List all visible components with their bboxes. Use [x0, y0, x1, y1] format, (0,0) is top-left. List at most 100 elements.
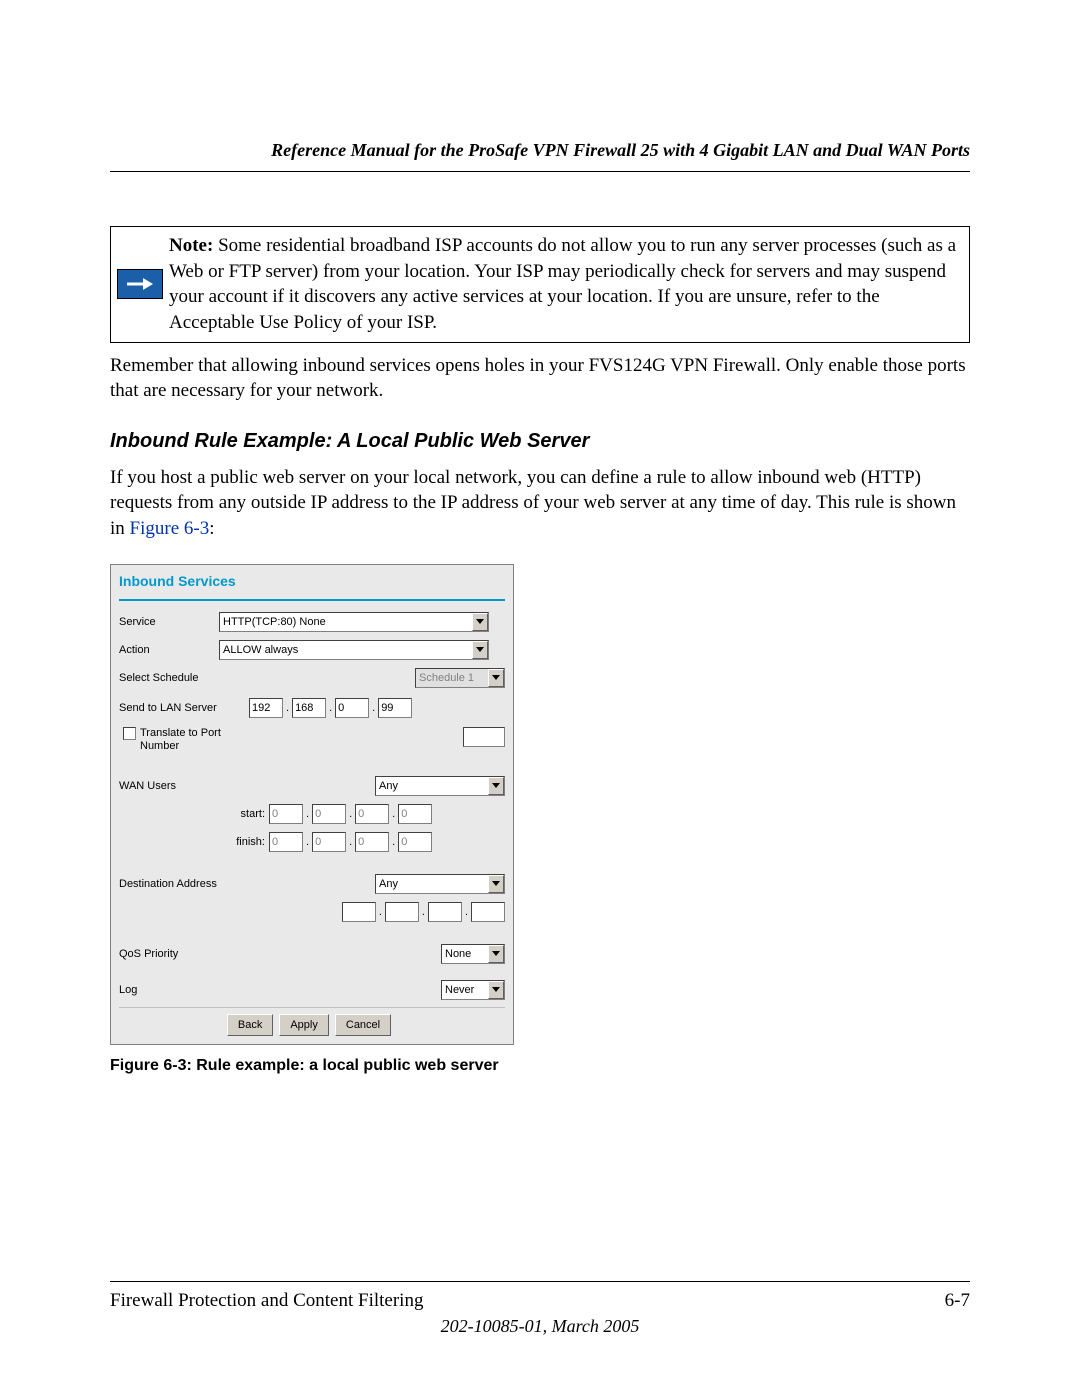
row-finish-ip: finish: 0 . 0 . 0 . 0 — [119, 831, 505, 853]
row-dest-ip: . . . — [119, 901, 505, 923]
control-wan-users: Any — [219, 776, 505, 796]
row-wan-users: WAN Users Any — [119, 775, 505, 797]
control-dest-ip: . . . — [249, 902, 505, 922]
dropdown-arrow-icon — [472, 613, 488, 631]
section-heading: Inbound Rule Example: A Local Public Web… — [110, 430, 970, 453]
schedule-select-value: Schedule 1 — [419, 672, 488, 684]
lan-ip-group: 192 . 168 . 0 . 99 — [249, 698, 412, 718]
control-dest-addr: Any — [249, 874, 505, 894]
spacer — [119, 929, 505, 943]
service-select-value: HTTP(TCP:80) None — [223, 616, 472, 628]
page-footer: Firewall Protection and Content Filterin… — [110, 1281, 970, 1337]
label-schedule: Select Schedule — [119, 672, 219, 684]
dest-ip-4[interactable] — [471, 902, 505, 922]
paragraph-remember: Remember that allowing inbound services … — [110, 353, 970, 404]
figure-caption-lead: Figure 6-3: Rule example: — [110, 1057, 309, 1074]
control-port — [230, 727, 505, 747]
row-qos: QoS Priority None — [119, 943, 505, 965]
row-dest-addr: Destination Address Any — [119, 873, 505, 895]
start-ip-group: 0 . 0 . 0 . 0 — [269, 804, 432, 824]
ip-dot: . — [283, 702, 292, 714]
lan-ip-octet-3[interactable]: 0 — [335, 698, 369, 718]
ip-dot: . — [326, 702, 335, 714]
log-value: Never — [445, 984, 488, 996]
note-icon-cell — [111, 227, 169, 342]
translate-checkbox[interactable] — [123, 727, 136, 740]
dest-addr-value: Any — [379, 878, 488, 890]
qos-select[interactable]: None — [441, 944, 505, 964]
dropdown-arrow-icon — [488, 945, 504, 963]
label-action: Action — [119, 644, 219, 656]
ip-dot: . — [346, 836, 355, 848]
finish-ip-4[interactable]: 0 — [398, 832, 432, 852]
dest-ip-3[interactable] — [428, 902, 462, 922]
ip-dot: . — [303, 836, 312, 848]
row-service: Service HTTP(TCP:80) None — [119, 611, 505, 633]
row-schedule: Select Schedule Schedule 1 — [119, 667, 505, 689]
row-lan-server: Send to LAN Server 192 . 168 . 0 . 99 — [119, 695, 505, 721]
wan-users-select[interactable]: Any — [375, 776, 505, 796]
dropdown-arrow-icon — [488, 669, 504, 687]
finish-ip-group: 0 . 0 . 0 . 0 — [269, 832, 432, 852]
dest-addr-select[interactable]: Any — [375, 874, 505, 894]
finish-ip-1[interactable]: 0 — [269, 832, 303, 852]
start-ip-2[interactable]: 0 — [312, 804, 346, 824]
control-qos: None — [219, 944, 505, 964]
dest-ip-2[interactable] — [385, 902, 419, 922]
start-ip-1[interactable]: 0 — [269, 804, 303, 824]
arrow-right-icon — [117, 269, 163, 299]
note-body: Some residential broadband ISP accounts … — [169, 235, 956, 333]
back-button[interactable]: Back — [227, 1014, 273, 1036]
spacer — [119, 971, 505, 979]
qos-value: None — [445, 948, 488, 960]
ip-dot: . — [419, 906, 428, 918]
cancel-button[interactable]: Cancel — [335, 1014, 391, 1036]
dest-ip-group: . . . — [342, 902, 505, 922]
footer-right: 6-7 — [945, 1290, 970, 1312]
action-select[interactable]: ALLOW always — [219, 640, 489, 660]
footer-line-2: 202-10085-01, March 2005 — [110, 1316, 970, 1337]
start-ip-3[interactable]: 0 — [355, 804, 389, 824]
service-select[interactable]: HTTP(TCP:80) None — [219, 612, 489, 632]
panel-title-text: Inbound Services — [119, 573, 236, 589]
row-start-ip: start: 0 . 0 . 0 . 0 — [119, 803, 505, 825]
label-wan-users: WAN Users — [119, 780, 219, 792]
lan-ip-octet-1[interactable]: 192 — [249, 698, 283, 718]
apply-button[interactable]: Apply — [279, 1014, 329, 1036]
spacer — [119, 761, 505, 775]
ip-dot: . — [346, 808, 355, 820]
ip-dot: . — [369, 702, 378, 714]
intro-text-1: If you host a public web server on your … — [110, 467, 956, 539]
lan-ip-octet-2[interactable]: 168 — [292, 698, 326, 718]
label-service: Service — [119, 616, 219, 628]
action-select-value: ALLOW always — [223, 644, 472, 656]
wan-users-value: Any — [379, 780, 488, 792]
label-translate: Translate to Port Number — [140, 727, 230, 753]
figure-caption-rest: a local public web server — [309, 1057, 498, 1074]
figure-link[interactable]: Figure 6-3 — [130, 518, 210, 539]
label-start: start: — [119, 808, 269, 820]
log-select[interactable]: Never — [441, 980, 505, 1000]
control-schedule: Schedule 1 — [219, 668, 505, 688]
control-lan-ip: 192 . 168 . 0 . 99 — [249, 698, 505, 718]
dropdown-arrow-icon — [488, 875, 504, 893]
footer-rule — [110, 1281, 970, 1282]
label-lan-server: Send to LAN Server — [119, 702, 249, 714]
start-ip-4[interactable]: 0 — [398, 804, 432, 824]
control-start-ip: 0 . 0 . 0 . 0 — [269, 804, 505, 824]
row-action: Action ALLOW always — [119, 639, 505, 661]
finish-ip-2[interactable]: 0 — [312, 832, 346, 852]
dropdown-arrow-icon — [488, 981, 504, 999]
label-qos: QoS Priority — [119, 948, 219, 960]
footer-left: Firewall Protection and Content Filterin… — [110, 1290, 423, 1312]
lan-ip-octet-4[interactable]: 99 — [378, 698, 412, 718]
row-translate: Translate to Port Number — [119, 727, 505, 753]
dropdown-arrow-icon — [472, 641, 488, 659]
label-finish: finish: — [119, 836, 269, 848]
port-number-input[interactable] — [463, 727, 505, 747]
schedule-select[interactable]: Schedule 1 — [415, 668, 505, 688]
dest-ip-1[interactable] — [342, 902, 376, 922]
footer-line-1: Firewall Protection and Content Filterin… — [110, 1290, 970, 1312]
spacer — [119, 859, 505, 873]
finish-ip-3[interactable]: 0 — [355, 832, 389, 852]
